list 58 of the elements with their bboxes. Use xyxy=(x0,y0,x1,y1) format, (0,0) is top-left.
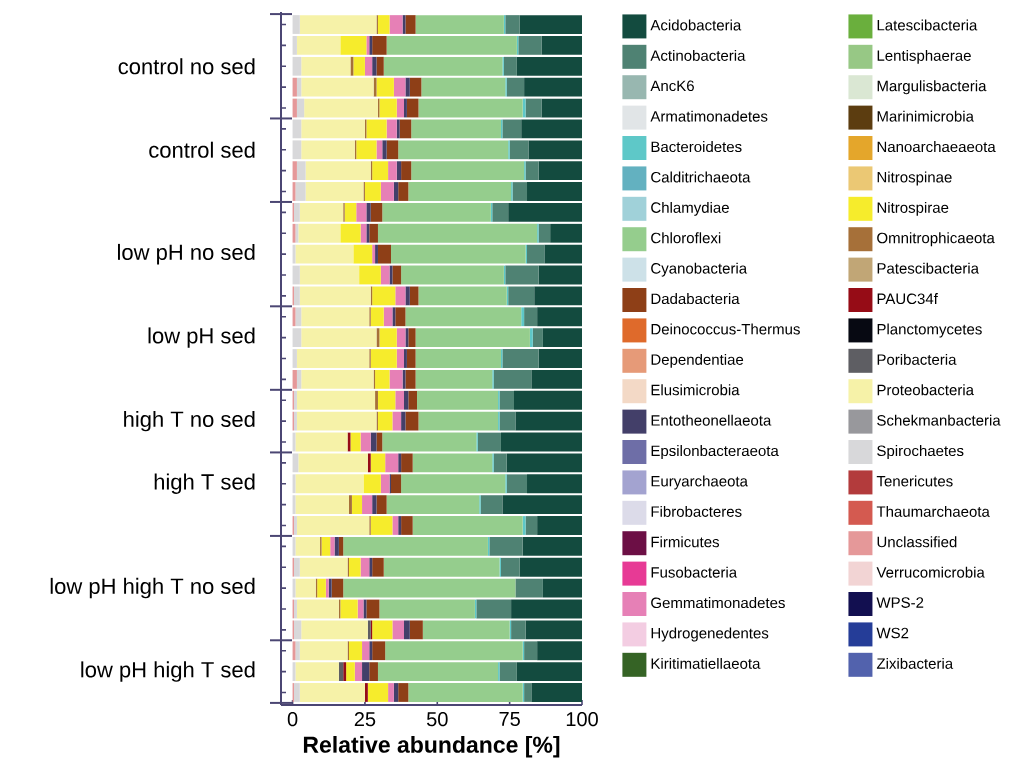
legend-label: AncK6 xyxy=(650,80,694,92)
legend-label: Firmicutes xyxy=(651,536,720,548)
legend-label: Thaumarchaeota xyxy=(876,505,990,517)
legend-label: Schekmanbacteria xyxy=(877,414,1001,426)
legend-label: WS2 xyxy=(876,627,909,639)
legend-label: Bacteroidetes xyxy=(651,141,742,153)
legend-label: Entotheonellaeota xyxy=(651,414,772,426)
legend-label: Poribacteria xyxy=(877,353,957,365)
legend-label: Fusobacteria xyxy=(651,566,738,578)
legend-label: Armatimonadetes xyxy=(650,110,768,122)
x-axis-title: Relative abundance [%] xyxy=(303,735,560,758)
legend-label: Fibrobacteres xyxy=(651,505,742,517)
legend-label: Kiritimatiellaeota xyxy=(651,657,761,669)
x-tick-label: 25 xyxy=(354,712,376,727)
y-tick-label: low pH high T no sed xyxy=(50,577,255,599)
legend-label: Latescibacteria xyxy=(877,19,978,31)
legend-label: Omnitrophicaeota xyxy=(877,232,995,247)
legend-label: Marinimicrobia xyxy=(877,110,974,122)
legend-label: Calditrichaeota xyxy=(651,171,751,183)
legend-label: Epsilonbacteraeota xyxy=(651,445,779,460)
legend-label: Unclassified xyxy=(877,536,957,548)
legend-label: Chloroflexi xyxy=(651,232,721,244)
y-tick-label: high T no sed xyxy=(124,410,255,432)
legend-label: Nitrospinae xyxy=(877,171,952,186)
y-tick-label: high T sed xyxy=(154,473,255,494)
legend-label: Actinobacteria xyxy=(650,49,746,61)
legend-label: Cyanobacteria xyxy=(651,262,748,277)
legend-label: Patescibacteria xyxy=(877,262,979,274)
legend-label: Proteobacteria xyxy=(877,384,974,396)
y-tick-label: control sed xyxy=(149,141,255,158)
legend-label: PAUC34f xyxy=(877,293,938,305)
y-tick-label: low pH high T sed xyxy=(81,661,255,682)
legend-label: Chlamydiae xyxy=(651,201,729,216)
legend-label: WPS-2 xyxy=(876,597,924,608)
legend-label: Lentisphaerae xyxy=(877,49,971,64)
legend-label: Planctomycetes xyxy=(877,323,982,338)
y-tick-label: low pH no sed xyxy=(117,243,255,265)
legend-label: Gemmatimonadetes xyxy=(651,597,785,609)
legend-label: Nitrospirae xyxy=(877,201,949,216)
x-tick-label: 75 xyxy=(499,712,520,727)
legend-label: Dadabacteria xyxy=(651,293,740,305)
y-tick-label: low pH sed xyxy=(148,327,255,348)
legend-label: Verrucomicrobia xyxy=(876,566,985,578)
legend-label: Elusimicrobia xyxy=(651,384,740,396)
legend-label: Acidobacteria xyxy=(650,19,742,31)
legend-label: Margulisbacteria xyxy=(877,80,987,95)
legend-label: Spirochaetes xyxy=(877,445,964,460)
legend-label: Euryarchaeota xyxy=(651,475,748,490)
legend-label: Deinococcus-Thermus xyxy=(651,323,800,335)
x-tick-label: 0 xyxy=(287,712,298,727)
legend-label: Tenericutes xyxy=(876,475,953,487)
legend-label: Dependentiae xyxy=(651,353,744,368)
x-tick-label: 100 xyxy=(566,712,598,727)
y-tick-label: control no sed xyxy=(118,58,255,75)
legend-label: Zixibacteria xyxy=(876,657,954,669)
x-tick-label: 50 xyxy=(426,712,448,727)
legend-label: Nanoarchaeaeota xyxy=(877,141,996,153)
legend-label: Hydrogenedentes xyxy=(651,627,769,642)
